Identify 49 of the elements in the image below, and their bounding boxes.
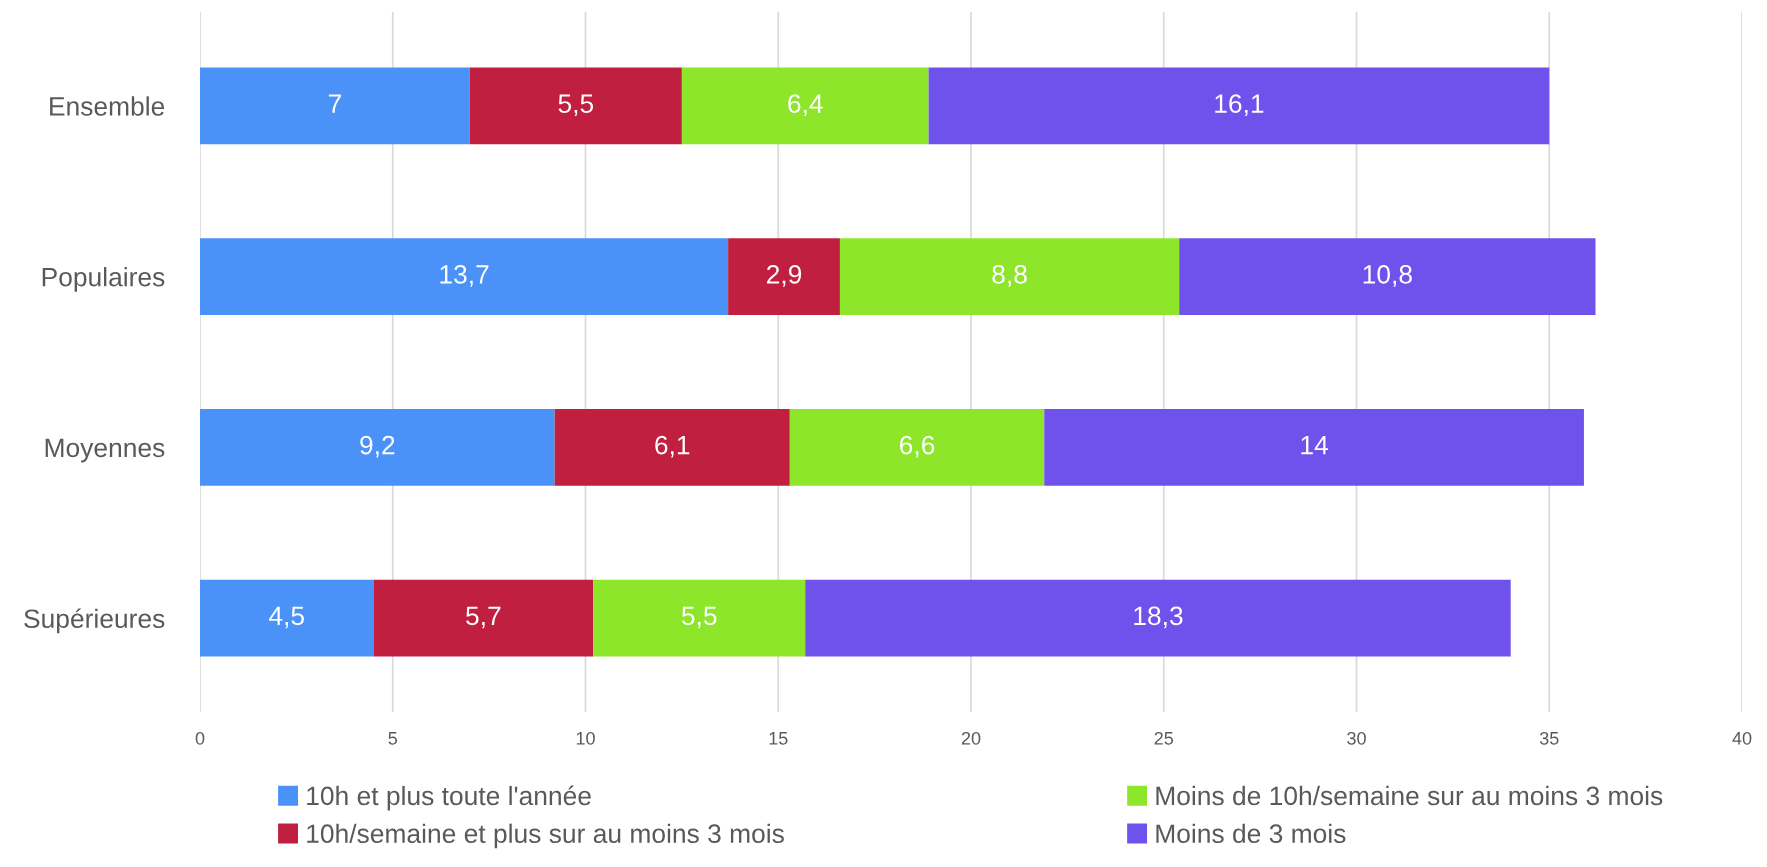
- bar: [200, 408, 555, 486]
- bar: [728, 238, 840, 316]
- x-tick-label: 40: [1732, 731, 1752, 745]
- bar: [928, 67, 1550, 145]
- data-label: 13,7: [440, 265, 489, 287]
- y-tick-label: Moyennes: [45, 438, 165, 463]
- data-label: 14: [1301, 436, 1328, 455]
- data-label: 2,9: [767, 265, 802, 287]
- legend-label: Moins de 10h/semaine sur au moins 3 mois: [1156, 785, 1663, 806]
- bar: [200, 67, 470, 145]
- x-tick-label: 10: [576, 731, 595, 745]
- bar: [805, 579, 1511, 657]
- data-label: 4,5: [269, 606, 304, 629]
- x-tick-label: 5: [388, 732, 398, 745]
- bar: [200, 238, 729, 316]
- y-tick-label: Populaires: [42, 267, 165, 292]
- bar: [200, 579, 374, 657]
- data-label: 6,1: [655, 435, 690, 458]
- bar: [469, 67, 682, 145]
- legend-label: 10h et plus toute l'année: [307, 785, 591, 811]
- bar: [593, 579, 806, 657]
- x-tick-label: 30: [1347, 731, 1366, 745]
- legend-label: Moins de 3 mois: [1156, 823, 1346, 844]
- x-tick-label: 25: [1154, 731, 1174, 745]
- data-label: 10,8: [1363, 265, 1412, 287]
- data-label: 6,6: [900, 435, 935, 458]
- y-tick-label: Supérieures: [24, 608, 165, 634]
- data-label: 8,8: [992, 265, 1027, 287]
- bar: [839, 238, 1180, 316]
- legend-label: 10h/semaine et plus sur au moins 3 mois: [307, 823, 784, 849]
- bar: [373, 579, 594, 657]
- bar: [1179, 238, 1596, 316]
- data-label: 9,2: [360, 435, 395, 458]
- x-tick-label: 15: [769, 732, 788, 745]
- data-label: 6,4: [788, 94, 823, 117]
- x-tick-label: 35: [1539, 731, 1559, 745]
- bar: [554, 408, 790, 486]
- bar: [789, 408, 1045, 486]
- bar: [1044, 408, 1584, 486]
- x-tick-label: 20: [961, 731, 981, 745]
- x-tick-label: 0: [195, 731, 205, 745]
- bar: [681, 67, 929, 145]
- data-label: 18,3: [1134, 606, 1183, 629]
- data-label: 16,1: [1215, 94, 1264, 117]
- y-tick-label: Ensemble: [50, 96, 165, 116]
- data-label: 5,5: [681, 606, 717, 629]
- data-label: 7: [328, 94, 341, 113]
- data-label: 5,7: [466, 606, 501, 629]
- data-label: 5,5: [558, 94, 594, 117]
